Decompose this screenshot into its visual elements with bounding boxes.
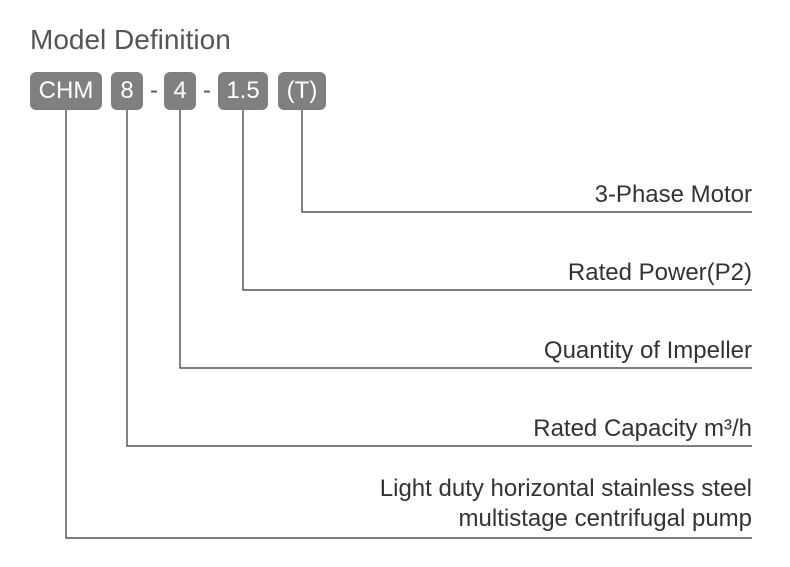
desc-line: 3-Phase Motor xyxy=(595,180,752,210)
desc-15: Rated Power(P2) xyxy=(568,258,752,288)
desc-line: multistage centrifugal pump xyxy=(380,504,752,534)
desc-line: Light duty horizontal stainless steel xyxy=(380,474,752,504)
model-definition-diagram: Model Definition CHM 8 4 1.5 (T) - - 3-P… xyxy=(0,0,790,567)
desc-line: Rated Power(P2) xyxy=(568,258,752,288)
desc-chm: Light duty horizontal stainless steelmul… xyxy=(380,474,752,534)
desc-line: Rated Capacity m³/h xyxy=(533,414,752,444)
desc-8: Rated Capacity m³/h xyxy=(533,414,752,444)
desc-t: 3-Phase Motor xyxy=(595,180,752,210)
desc-4: Quantity of Impeller xyxy=(544,336,752,366)
desc-line: Quantity of Impeller xyxy=(544,336,752,366)
